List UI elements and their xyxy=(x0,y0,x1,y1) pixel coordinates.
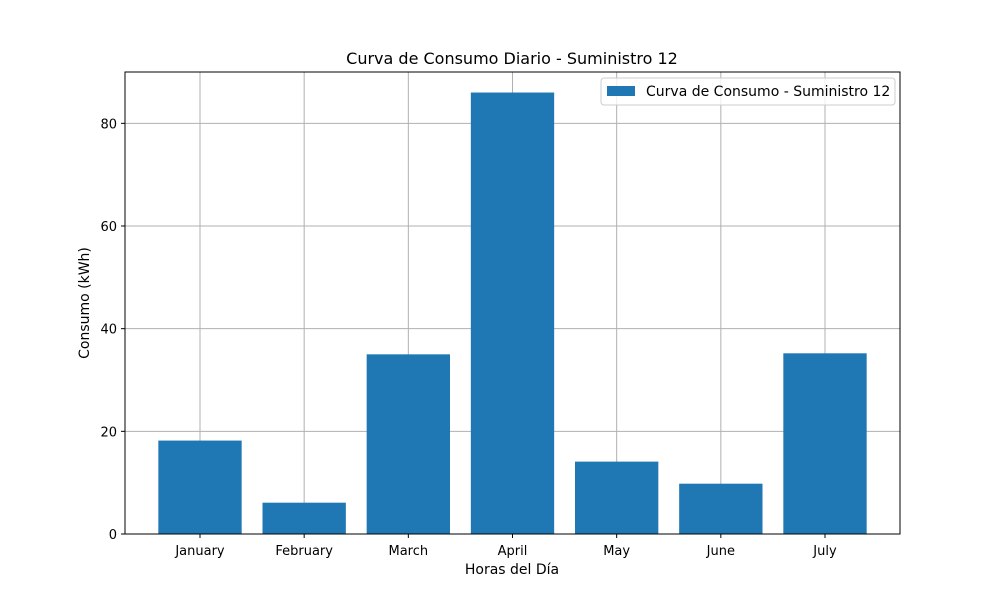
x-axis-label: Horas del Día xyxy=(465,562,559,578)
bar-july xyxy=(783,353,867,534)
x-tick-label: March xyxy=(389,544,429,559)
chart-title: Curva de Consumo Diario - Suministro 12 xyxy=(346,49,678,68)
y-tick-label: 40 xyxy=(100,323,117,338)
bar-april xyxy=(470,92,555,535)
legend-label: Curva de Consumo - Suministro 12 xyxy=(646,84,890,100)
x-tick-label: April xyxy=(498,544,528,559)
y-axis-label: Consumo (kWh) xyxy=(77,247,93,359)
bars xyxy=(158,92,867,535)
bar-may xyxy=(575,461,659,534)
y-tick-label: 80 xyxy=(100,117,117,132)
legend-box xyxy=(600,77,896,106)
plot-frame xyxy=(124,71,901,535)
x-tick-label: June xyxy=(706,544,735,559)
x-tick-label: May xyxy=(603,544,630,559)
y-tick-label: 0 xyxy=(109,528,117,543)
legend-swatch xyxy=(607,86,635,96)
bar-january xyxy=(158,440,242,534)
bar-june xyxy=(679,483,763,534)
y-tick-label: 20 xyxy=(100,425,117,440)
y-tick-label: 60 xyxy=(100,220,117,235)
legend: Curva de Consumo - Suministro 12 xyxy=(600,77,896,106)
y-axis-ticks: 0 20 40 60 80 xyxy=(100,117,125,543)
x-axis-ticks: January February March April May June July xyxy=(174,534,837,559)
x-tick-label: January xyxy=(174,544,225,559)
x-tick-label: July xyxy=(812,544,837,559)
bar-march xyxy=(366,354,450,534)
x-tick-label: February xyxy=(275,544,333,559)
bar-february xyxy=(262,502,346,534)
